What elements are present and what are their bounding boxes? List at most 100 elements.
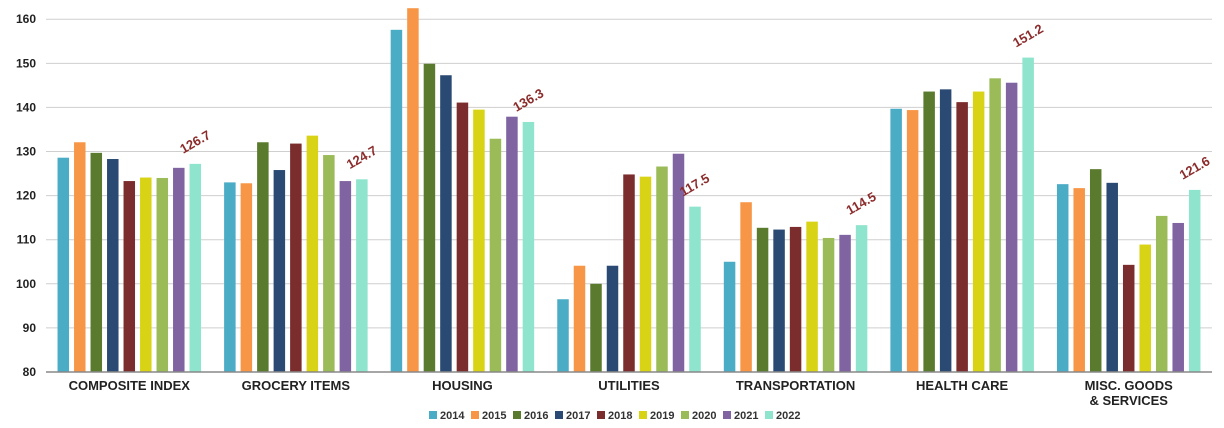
x-tick-label: GROCERY ITEMS [242,378,351,393]
bar-2019-1 [306,135,319,372]
x-tick-label: UTILITIES [598,378,660,393]
y-tick-label: 100 [16,277,36,291]
x-tick-label: TRANSPORTATION [736,378,855,393]
legend-label: 2021 [734,410,758,422]
legend-swatch-2021 [723,411,731,419]
bar-2014-3 [557,299,569,372]
legend-label: 2019 [650,410,674,422]
bar-2020-3 [656,166,668,372]
bar-2022-0 [189,163,202,372]
x-tick-label: MISC. GOODS [1085,378,1173,393]
data-label: 151.2 [1010,21,1046,50]
legend-swatch-2017 [555,411,563,419]
bar-2014-1 [224,182,236,372]
legend-swatch-2015 [471,411,479,419]
bar-2015-4 [740,202,752,372]
bar-2019-6 [1139,244,1151,372]
bar-2015-1 [240,183,253,372]
bar-2016-5 [923,91,935,372]
bar-2018-0 [123,181,136,372]
y-tick-label: 80 [23,365,37,379]
bar-2019-0 [140,177,152,372]
bar-2014-0 [57,157,70,372]
data-label: 136.3 [510,85,546,114]
legend-label: 2014 [440,410,465,422]
bar-2019-3 [639,176,652,372]
y-tick-label: 150 [16,56,36,70]
bar-2014-2 [390,29,403,373]
x-tick-label: COMPOSITE INDEX [69,378,191,393]
bar-2020-2 [489,138,502,372]
bar-2022-2 [522,121,535,372]
legend-swatch-2022 [765,411,773,419]
bar-2015-5 [906,110,919,372]
legend-label: 2018 [608,410,632,422]
bars [57,8,1201,373]
bar-2018-4 [789,226,802,372]
bar-2018-6 [1122,264,1135,372]
bar-2015-6 [1073,188,1085,372]
bar-2015-2 [407,8,419,372]
bar-2016-2 [423,63,436,372]
y-tick-label: 110 [17,233,37,247]
bar-2014-5 [890,108,902,373]
x-tick-label: HEALTH CARE [916,378,1009,393]
data-label: 126.7 [177,127,213,156]
x-tick-label: & SERVICES [1089,393,1168,408]
bar-2019-4 [806,221,818,372]
bar-2017-4 [773,229,785,372]
y-tick-label: 130 [16,145,36,159]
bar-2017-3 [606,265,619,372]
bar-2021-3 [672,153,685,372]
y-tick-label: 140 [16,100,36,114]
bar-2020-5 [989,78,1001,373]
bar-2018-5 [956,102,968,372]
x-tick-label: HOUSING [432,378,493,393]
bar-2016-6 [1089,169,1102,372]
legend-label: 2017 [566,410,590,422]
bar-2014-4 [723,261,736,372]
bar-2016-0 [90,152,103,372]
bar-2021-4 [839,234,851,372]
bar-2022-6 [1188,189,1201,372]
bar-2022-4 [855,225,868,372]
bar-2016-1 [257,142,269,372]
y-tick-label: 120 [16,189,36,203]
bar-2019-5 [972,91,985,372]
bar-2018-3 [623,174,635,372]
bar-2015-3 [573,265,586,372]
bar-2017-0 [107,159,119,372]
legend-swatch-2018 [597,411,605,419]
legend: 2014 2015 2016 2017 2018 2019 2020 2021 2022 [429,410,800,422]
bar-2016-3 [590,283,602,372]
data-label: 124.7 [344,143,380,172]
bar-2017-1 [273,170,286,372]
bar-2018-2 [456,102,469,373]
bar-2016-4 [756,227,769,372]
bar-2015-0 [74,142,86,372]
bar-2022-5 [1022,57,1034,372]
bar-2021-0 [173,167,185,372]
legend-label: 2022 [776,410,800,422]
bar-2018-1 [290,143,302,372]
bar-2017-5 [939,89,952,373]
bar-2022-3 [689,206,701,372]
legend-swatch-2014 [429,411,437,419]
legend-swatch-2020 [681,411,689,419]
y-tick-label: 160 [16,12,36,26]
legend-swatch-2019 [639,411,647,419]
bar-2021-6 [1172,222,1184,372]
bar-2020-1 [323,155,335,372]
bar-2021-1 [339,181,352,372]
legend-swatch-2016 [513,411,521,419]
bar-2019-2 [473,109,485,373]
bar-2017-6 [1106,182,1118,372]
axes: 80 90 100 110 120 130 140 150 160 COMPOSITE INDEX… [16,12,1212,408]
bar-2022-1 [356,179,368,372]
bar-2021-5 [1005,82,1018,372]
legend-label: 2020 [692,410,716,422]
data-label: 121.6 [1177,153,1213,182]
bar-2014-6 [1056,184,1069,372]
